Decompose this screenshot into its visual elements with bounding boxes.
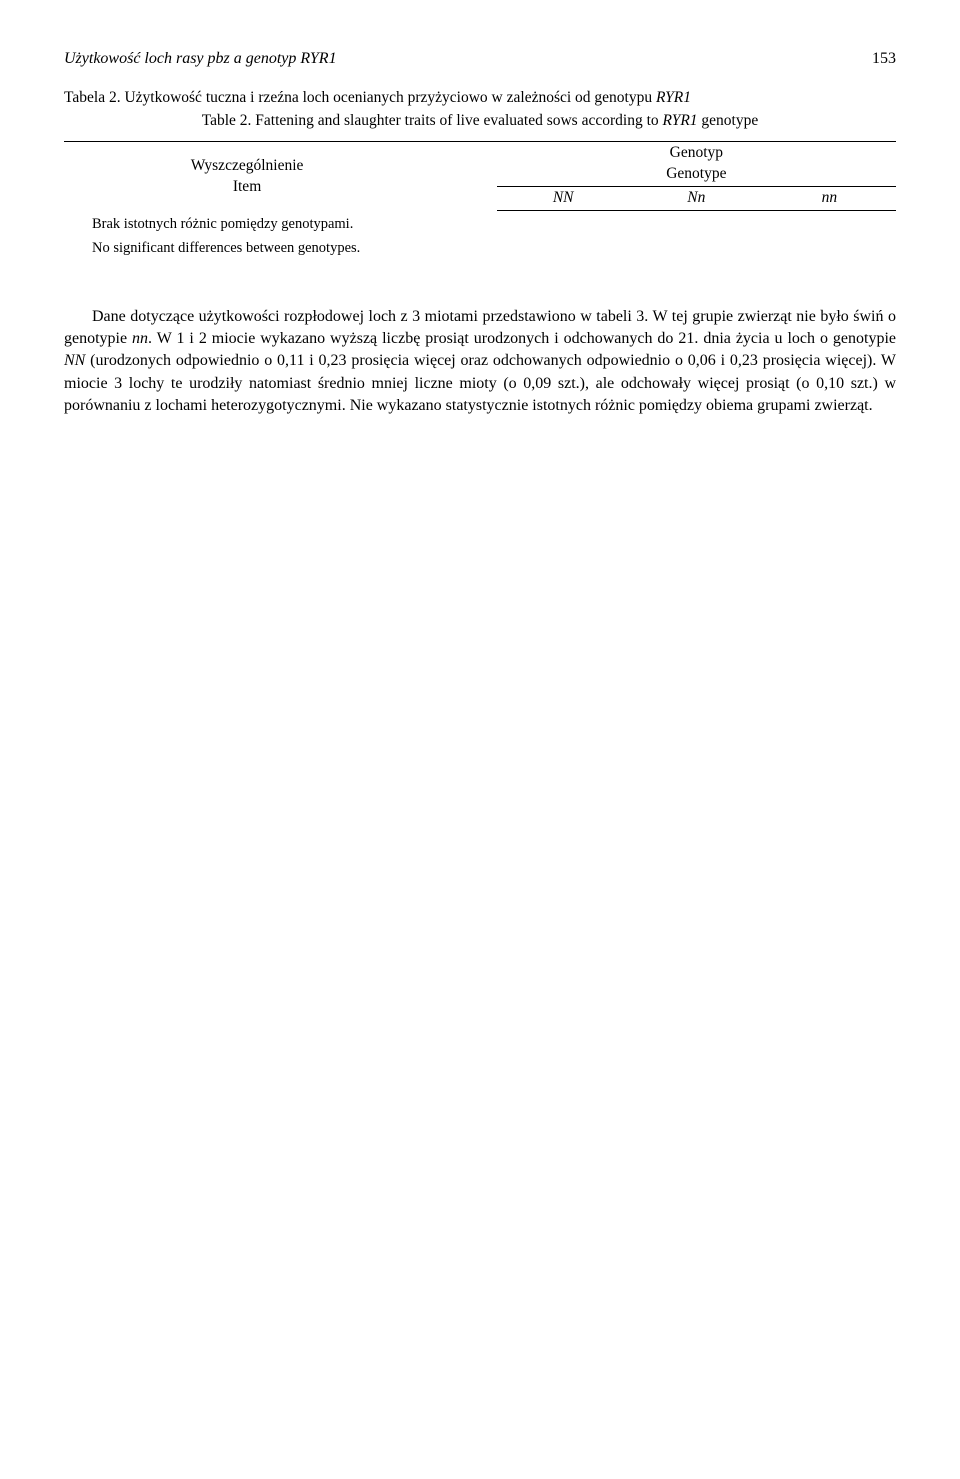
head-item-en: Item (68, 177, 426, 198)
head-stat-blank (430, 142, 497, 211)
head-col-NN: NN (497, 187, 630, 211)
table-footnote-en: No significant differences between genot… (92, 239, 896, 259)
table-caption-pl: Tabela 2. Użytkowość tuczna i rzeźna loc… (64, 88, 896, 109)
running-header: Użytkowość loch rasy pbz a genotyp RYR1 … (64, 48, 896, 70)
page-number: 153 (872, 48, 896, 70)
body-nn: nn (132, 330, 148, 347)
head-item-pl: Wyszczególnienie (68, 156, 426, 177)
table-caption-en: Table 2. Fattening and slaughter traits … (64, 111, 896, 132)
caption-en-prefix: Table 2. Fattening and slaughter traits … (202, 112, 663, 129)
body-b: . W 1 i 2 miocie wykazano wyższą liczbę … (148, 330, 896, 347)
head-item: Wyszczególnienie Item (64, 142, 430, 211)
head-genotype-pl: Genotyp (501, 143, 892, 164)
caption-en-gene: RYR1 (663, 112, 698, 129)
body-paragraph: Dane dotyczące użytkowości rozpłodowej l… (64, 306, 896, 416)
running-title: Użytkowość loch rasy pbz a genotyp RYR1 (64, 48, 337, 70)
caption-pl-gene: RYR1 (656, 89, 691, 106)
body-c: (urodzonych odpowiednio o 0,11 i 0,23 pr… (64, 352, 896, 413)
data-table: Wyszczególnienie Item Genotyp Genotype N… (64, 141, 896, 211)
head-col-nn: nn (763, 187, 896, 211)
head-genotype: Genotyp Genotype (497, 142, 896, 187)
caption-pl-text: Tabela 2. Użytkowość tuczna i rzeźna loc… (64, 89, 656, 106)
body-NN: NN (64, 352, 85, 369)
table-footnote-pl: Brak istotnych różnic pomiędzy genotypam… (92, 215, 896, 235)
head-col-Nn: Nn (630, 187, 763, 211)
caption-en-suffix: genotype (698, 112, 759, 129)
head-genotype-en: Genotype (501, 164, 892, 185)
